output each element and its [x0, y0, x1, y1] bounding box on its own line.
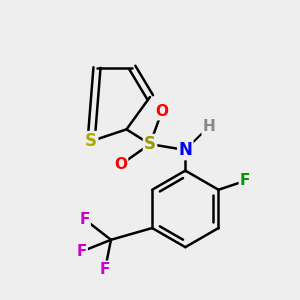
Text: S: S: [144, 135, 156, 153]
Text: H: H: [202, 119, 215, 134]
Text: F: F: [240, 173, 250, 188]
Text: O: O: [114, 157, 127, 172]
Text: F: F: [100, 262, 110, 277]
Text: F: F: [79, 212, 90, 227]
Text: O: O: [155, 104, 168, 119]
Text: S: S: [85, 132, 97, 150]
Text: F: F: [76, 244, 87, 259]
Text: N: N: [178, 141, 192, 159]
